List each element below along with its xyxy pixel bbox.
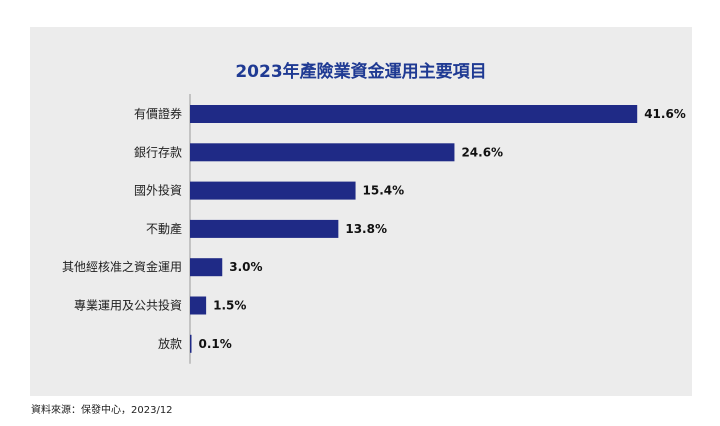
category-label: 專業運用及公共投資: [74, 298, 182, 313]
category-label: 不動產: [146, 221, 182, 236]
value-label: 24.6%: [461, 145, 503, 159]
value-label: 1.5%: [213, 299, 246, 313]
bar: [190, 219, 339, 238]
chart-panel: 2023年產險業資金運用主要項目 有價證券 41.6% 銀行存款 24.6% 國外投資 1…: [30, 27, 692, 396]
category-label: 國外投資: [134, 183, 182, 198]
value-label: 0.1%: [199, 337, 232, 351]
value-label: 15.4%: [363, 184, 405, 198]
category-label: 放款: [158, 336, 182, 351]
bar-chart: 有價證券 41.6% 銀行存款 24.6% 國外投資 15.4% 不動產 13.8% 其他經核准…: [62, 94, 686, 364]
bar: [190, 181, 356, 200]
bar: [190, 334, 192, 353]
value-label: 13.8%: [345, 222, 387, 236]
chart-title: 2023年產險業資金運用主要項目: [235, 62, 487, 82]
bar: [190, 143, 455, 162]
category-label: 有價證券: [134, 106, 182, 121]
bar: [190, 296, 207, 315]
category-label: 銀行存款: [134, 145, 182, 159]
value-label: 41.6%: [644, 107, 686, 121]
bar: [190, 258, 223, 277]
category-label: 其他經核准之資金運用: [62, 259, 182, 274]
bar: [190, 105, 638, 123]
value-label: 3.0%: [229, 260, 262, 274]
source-note: 資料來源：保發中心，2023/12: [31, 405, 173, 416]
